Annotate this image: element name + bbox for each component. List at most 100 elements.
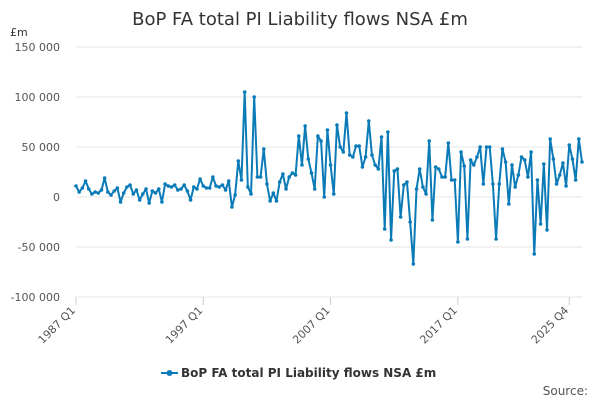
data-point[interactable] (516, 173, 521, 177)
data-point[interactable] (421, 185, 425, 189)
data-point[interactable] (344, 111, 349, 115)
data-point[interactable] (551, 157, 556, 161)
data-point[interactable] (456, 240, 460, 244)
data-point[interactable] (115, 186, 120, 190)
data-point[interactable] (427, 139, 432, 143)
data-point[interactable] (328, 163, 333, 167)
data-point[interactable] (106, 190, 110, 194)
data-point[interactable] (436, 167, 441, 171)
data-point[interactable] (249, 192, 253, 196)
data-point[interactable] (77, 190, 81, 194)
data-point[interactable] (526, 175, 530, 179)
data-point[interactable] (335, 123, 339, 127)
data-point[interactable] (341, 150, 346, 154)
series-group[interactable] (74, 90, 584, 266)
data-point[interactable] (125, 185, 129, 189)
data-point[interactable] (271, 191, 276, 195)
data-point[interactable] (207, 186, 212, 190)
data-point[interactable] (176, 188, 180, 192)
data-point[interactable] (446, 141, 451, 145)
data-point[interactable] (141, 192, 145, 196)
data-point[interactable] (303, 124, 307, 128)
data-point[interactable] (449, 178, 454, 182)
data-point[interactable] (519, 155, 524, 159)
data-point[interactable] (484, 145, 489, 149)
data-point[interactable] (230, 205, 234, 209)
data-point[interactable] (478, 145, 482, 149)
data-point[interactable] (261, 147, 266, 151)
data-point[interactable] (147, 201, 151, 205)
data-point[interactable] (185, 189, 190, 193)
data-point[interactable] (411, 262, 416, 266)
data-point[interactable] (545, 228, 549, 232)
data-point[interactable] (475, 155, 479, 159)
data-point[interactable] (153, 191, 158, 195)
data-point[interactable] (497, 182, 502, 186)
data-point[interactable] (281, 172, 285, 176)
data-point[interactable] (554, 182, 559, 186)
data-point[interactable] (405, 180, 409, 184)
data-point[interactable] (347, 153, 352, 157)
data-point[interactable] (462, 164, 467, 168)
data-point[interactable] (532, 252, 537, 256)
data-point[interactable] (577, 137, 581, 141)
data-point[interactable] (182, 183, 186, 187)
data-point[interactable] (459, 150, 463, 154)
data-point[interactable] (258, 175, 263, 179)
data-point[interactable] (128, 183, 132, 187)
data-point[interactable] (118, 200, 123, 204)
data-point[interactable] (557, 173, 562, 177)
data-point[interactable] (395, 167, 400, 171)
data-point[interactable] (223, 188, 228, 192)
data-point[interactable] (430, 218, 435, 222)
data-point[interactable] (494, 237, 498, 241)
data-point[interactable] (274, 199, 279, 203)
data-point[interactable] (366, 119, 371, 123)
data-point[interactable] (150, 189, 155, 193)
data-point[interactable] (90, 192, 94, 196)
data-point[interactable] (513, 185, 517, 189)
data-point[interactable] (331, 192, 336, 196)
data-point[interactable] (246, 185, 250, 189)
data-point[interactable] (491, 182, 495, 186)
data-point[interactable] (166, 184, 171, 188)
data-point[interactable] (401, 183, 406, 187)
data-point[interactable] (284, 187, 288, 191)
series-line[interactable] (75, 91, 583, 265)
data-point[interactable] (217, 185, 222, 189)
data-point[interactable] (201, 184, 206, 188)
data-point[interactable] (131, 192, 136, 196)
data-point[interactable] (351, 155, 355, 159)
data-point[interactable] (99, 188, 104, 192)
data-point[interactable] (293, 173, 298, 177)
data-point[interactable] (188, 198, 193, 202)
data-point[interactable] (322, 195, 327, 199)
data-point[interactable] (214, 184, 218, 188)
data-point[interactable] (287, 175, 292, 179)
data-point[interactable] (507, 202, 511, 206)
data-point[interactable] (382, 227, 387, 231)
data-point[interactable] (309, 171, 314, 175)
legend[interactable]: BoP FA total PI Liability flows NSA £m (161, 366, 436, 380)
data-point[interactable] (96, 191, 101, 195)
data-point[interactable] (481, 182, 486, 186)
data-point[interactable] (83, 179, 88, 183)
data-point[interactable] (316, 134, 320, 138)
data-point[interactable] (392, 169, 397, 173)
data-point[interactable] (567, 143, 572, 147)
data-point[interactable] (300, 163, 304, 167)
data-point[interactable] (424, 192, 428, 196)
data-point[interactable] (417, 167, 422, 171)
data-point[interactable] (137, 198, 142, 202)
data-point[interactable] (370, 153, 374, 157)
data-point[interactable] (535, 178, 540, 182)
data-point[interactable] (503, 160, 508, 164)
data-point[interactable] (163, 182, 167, 186)
data-point[interactable] (268, 199, 272, 203)
data-point[interactable] (360, 165, 365, 169)
data-point[interactable] (306, 157, 311, 161)
data-point[interactable] (93, 190, 97, 194)
data-point[interactable] (561, 161, 565, 165)
data-point[interactable] (500, 147, 505, 151)
data-point[interactable] (354, 144, 358, 148)
